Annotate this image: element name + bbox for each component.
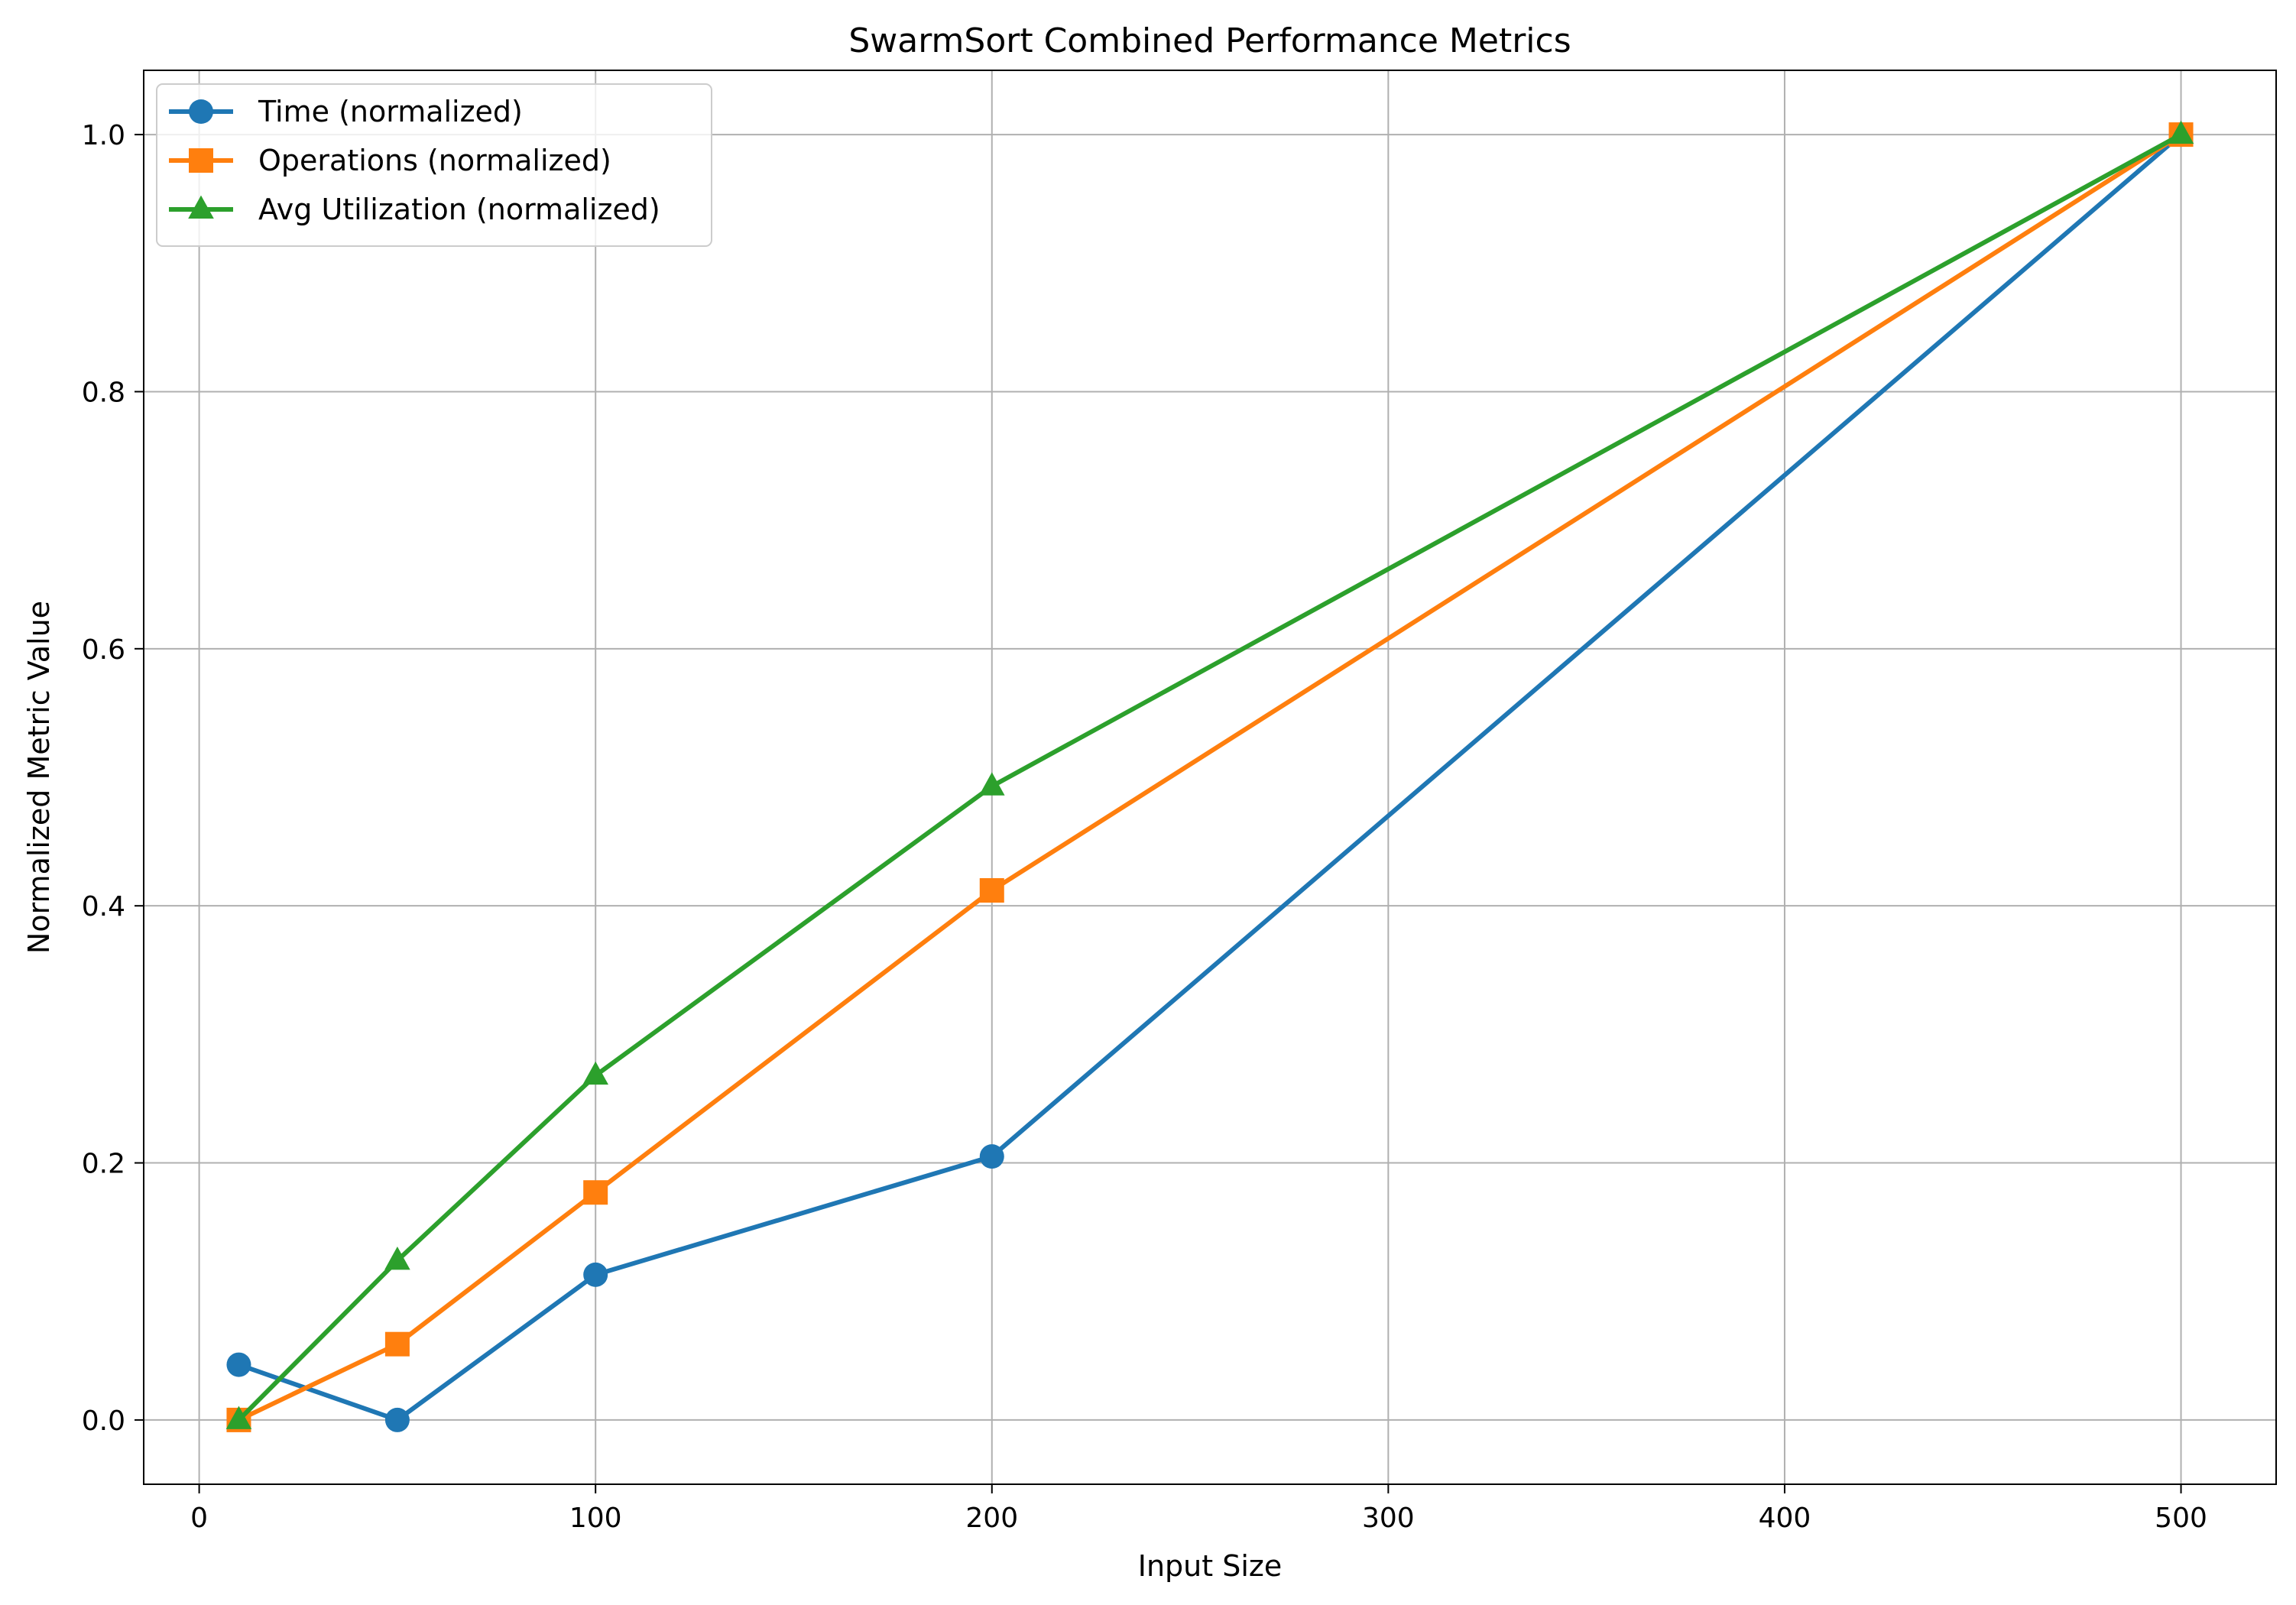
data-point xyxy=(583,1180,608,1205)
x-tick-label: 500 xyxy=(2155,1503,2207,1534)
legend-marker xyxy=(189,99,213,124)
data-point xyxy=(226,1352,251,1377)
y-tick-label: 0.6 xyxy=(82,634,125,666)
x-tick-label: 0 xyxy=(190,1503,208,1534)
series-line xyxy=(238,132,2183,1422)
data-point xyxy=(384,1246,410,1270)
x-axis-label: Input Size xyxy=(1138,1549,1282,1583)
data-point xyxy=(2168,120,2194,144)
axis-ticks: 0 100 200 300 400 500 0.0 0.2 0.4 0.6 0.8 1.0 xyxy=(82,120,2207,1534)
y-tick-label: 0.0 xyxy=(82,1406,125,1437)
y-axis-label: Normalized Metric Value xyxy=(22,601,56,954)
legend-label: Time (normalized) xyxy=(258,95,523,128)
data-point xyxy=(979,878,1004,903)
data-point xyxy=(978,772,1005,796)
data-point xyxy=(384,1331,410,1357)
series-1 xyxy=(226,122,2194,1432)
series-line xyxy=(237,132,2182,1422)
x-tick-label: 200 xyxy=(965,1503,1018,1534)
legend: Time (normalized) Operations (normalized)… xyxy=(156,83,712,247)
legend-label: Avg Utilization (normalized) xyxy=(258,193,660,226)
y-tick-label: 1.0 xyxy=(82,120,125,151)
data-point xyxy=(384,1407,410,1432)
chart-title: SwarmSort Combined Performance Metrics xyxy=(848,21,1571,60)
legend-box xyxy=(156,83,712,247)
plot-series xyxy=(225,120,2194,1432)
data-point xyxy=(582,1061,608,1085)
y-tick-label: 0.4 xyxy=(82,891,125,922)
x-tick-label: 300 xyxy=(1362,1503,1415,1534)
legend-marker xyxy=(189,148,213,173)
data-point xyxy=(979,1144,1004,1169)
x-tick-label: 100 xyxy=(569,1503,622,1534)
series-2 xyxy=(225,120,2194,1429)
y-tick-label: 0.8 xyxy=(82,377,125,408)
data-point xyxy=(225,1406,252,1429)
grid xyxy=(144,70,2276,1484)
series-0 xyxy=(226,122,2194,1432)
series-line xyxy=(238,132,2183,1422)
x-tick-label: 400 xyxy=(1759,1503,1811,1534)
plot-frame xyxy=(143,70,2277,1485)
legend-label: Operations (normalized) xyxy=(258,144,611,177)
y-tick-label: 0.2 xyxy=(82,1149,125,1180)
legend-marker xyxy=(188,195,214,219)
data-point xyxy=(583,1262,608,1287)
